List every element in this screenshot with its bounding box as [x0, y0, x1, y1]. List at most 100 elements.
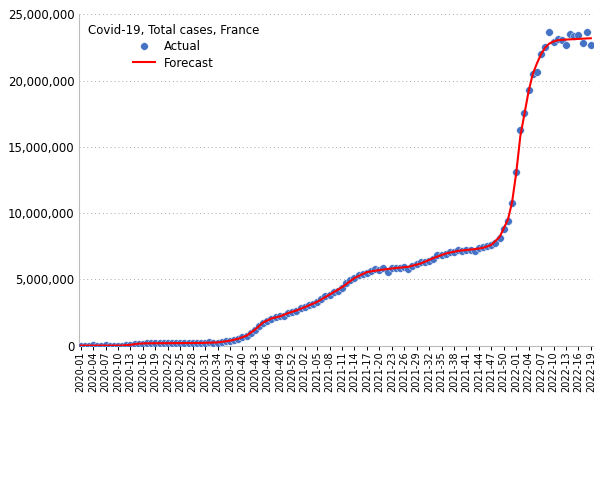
Actual	[308, 300, 318, 308]
Actual	[325, 291, 335, 299]
Actual	[159, 339, 169, 347]
Actual	[117, 342, 127, 349]
Actual	[557, 36, 567, 44]
Actual	[499, 225, 509, 233]
Actual	[329, 288, 339, 296]
Actual	[138, 340, 148, 348]
Actual	[134, 340, 143, 348]
Actual	[292, 307, 301, 315]
Actual	[462, 247, 471, 254]
Actual	[337, 285, 347, 292]
Actual	[486, 241, 496, 249]
Actual	[76, 342, 85, 349]
Actual	[569, 32, 579, 39]
Actual	[242, 332, 252, 339]
Actual	[204, 338, 214, 346]
Actual	[155, 339, 165, 347]
Actual	[528, 71, 538, 78]
Actual	[495, 234, 505, 241]
Actual	[453, 246, 463, 253]
Forecast	[172, 340, 180, 346]
Actual	[217, 338, 226, 346]
Actual	[437, 251, 446, 258]
Actual	[395, 264, 405, 272]
Actual	[279, 312, 289, 320]
Actual	[200, 339, 210, 347]
Line: Forecast: Forecast	[80, 38, 591, 346]
Actual	[250, 326, 260, 334]
Actual	[97, 342, 106, 349]
Forecast	[226, 338, 234, 344]
Forecast	[77, 343, 84, 348]
Actual	[383, 268, 393, 276]
Actual	[175, 339, 185, 347]
Actual	[80, 342, 90, 349]
Actual	[258, 319, 268, 327]
Actual	[370, 265, 380, 273]
Actual	[188, 339, 198, 347]
Actual	[416, 258, 426, 265]
Forecast	[583, 36, 590, 41]
Actual	[412, 260, 422, 268]
Actual	[524, 86, 534, 94]
Actual	[478, 244, 488, 252]
Actual	[561, 41, 571, 49]
Actual	[441, 251, 451, 258]
Actual	[254, 322, 264, 330]
Actual	[296, 305, 306, 312]
Actual	[574, 31, 583, 39]
Actual	[221, 337, 231, 345]
Actual	[126, 341, 136, 348]
Actual	[544, 28, 554, 36]
Actual	[445, 248, 455, 256]
Actual	[263, 317, 272, 324]
Actual	[267, 315, 276, 323]
Actual	[470, 247, 480, 255]
Actual	[283, 309, 293, 317]
Actual	[341, 280, 351, 288]
Actual	[167, 339, 177, 347]
Actual	[515, 127, 525, 134]
Actual	[362, 269, 371, 276]
Actual	[163, 339, 172, 347]
Actual	[196, 339, 206, 347]
Actual	[474, 244, 483, 252]
Actual	[466, 246, 476, 254]
Actual	[536, 50, 546, 58]
Actual	[88, 342, 98, 349]
Actual	[511, 168, 521, 176]
Actual	[507, 199, 517, 207]
Actual	[130, 341, 140, 348]
Forecast	[110, 343, 117, 348]
Actual	[234, 335, 243, 343]
Actual	[354, 271, 364, 279]
Actual	[238, 333, 247, 341]
Actual	[109, 342, 119, 349]
Actual	[300, 303, 310, 311]
Actual	[316, 295, 326, 303]
Actual	[350, 274, 359, 282]
Actual	[93, 342, 102, 349]
Actual	[391, 264, 401, 272]
Actual	[433, 252, 442, 259]
Actual	[304, 301, 313, 309]
Actual	[105, 342, 114, 349]
Actual	[229, 336, 239, 344]
Actual	[424, 257, 434, 265]
Actual	[151, 339, 160, 347]
Actual	[578, 39, 587, 47]
Actual	[379, 264, 388, 272]
Forecast	[81, 343, 88, 348]
Actual	[503, 217, 512, 225]
Actual	[482, 242, 492, 250]
Actual	[213, 339, 223, 347]
Actual	[408, 262, 417, 270]
Actual	[428, 255, 438, 263]
Forecast	[371, 268, 379, 274]
Actual	[399, 263, 409, 271]
Actual	[184, 339, 194, 347]
Legend: Actual, Forecast: Actual, Forecast	[85, 20, 263, 73]
Actual	[549, 38, 558, 46]
Actual	[449, 248, 459, 255]
Actual	[374, 266, 384, 274]
